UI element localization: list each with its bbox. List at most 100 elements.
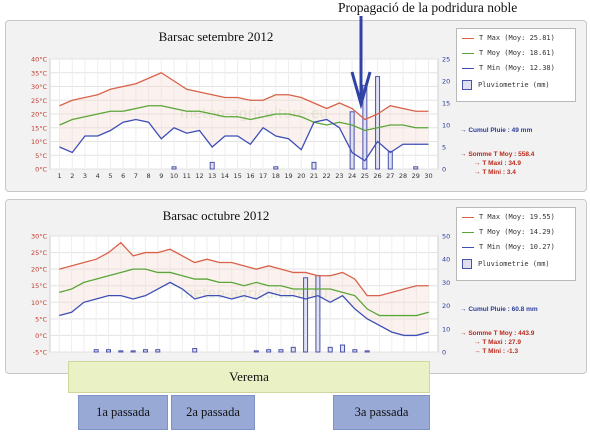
chart-legend: T Max (Moy: 25.81) T Moy (Moy: 18.61) T … — [456, 28, 576, 102]
x-tick-label: 24 — [348, 172, 356, 180]
x-tick-label: 17 — [259, 172, 267, 180]
watermark: meteo-agriculture.eu — [180, 106, 328, 122]
series-line-tmoy — [59, 105, 429, 132]
legend-label: Pluviometrie (mm) — [478, 260, 550, 268]
y-left-tick-label: -5°C — [33, 349, 48, 357]
legend-item-tmoy: T Moy (Moy: 18.61) — [462, 48, 555, 59]
y-left-tick-label: 10°C — [31, 138, 48, 146]
rain-bar — [106, 349, 112, 353]
x-tick-label: 19 — [284, 172, 292, 180]
legend-item-tmax: T Max (Moy: 19.55) — [462, 212, 555, 223]
y-left-tick-label: 10°C — [31, 299, 48, 307]
x-tick-label: 25 — [361, 172, 369, 180]
y-right-tick-label: 20 — [442, 78, 450, 86]
legend-swatch-tmax — [462, 216, 474, 218]
chart-legend: T Max (Moy: 19.55) T Moy (Moy: 14.29) T … — [456, 207, 576, 281]
verema-bar: Verema — [68, 361, 430, 393]
x-tick-label: 14 — [221, 172, 229, 180]
stat-tmini: → T Mini : 3.4 — [474, 169, 516, 176]
series-line-tmax — [59, 72, 429, 121]
y-left-tick-label: 0°C — [35, 332, 47, 340]
legend-label: T Max (Moy: 19.55) — [479, 213, 555, 221]
x-tick-label: 10 — [170, 172, 178, 180]
pass-3: 3a passada — [333, 395, 430, 430]
legend-swatch-rain — [462, 259, 472, 269]
rain-bar — [142, 349, 148, 353]
legend-item-rain: Pluviometrie (mm) — [462, 259, 550, 270]
series-line-tmin — [59, 118, 429, 162]
watermark: meteo-agriculture.eu — [180, 286, 328, 302]
rot-annotation: Propagació de la podridura noble — [338, 0, 518, 15]
legend-swatch-tmoy — [462, 231, 474, 233]
y-right-tick-label: 30 — [442, 279, 450, 287]
stat-tmaxi: → T Maxi : 27.9 — [474, 339, 521, 346]
stat-somme: → Somme T Moy : 443.9 — [460, 330, 535, 337]
rain-bar — [362, 84, 368, 170]
y-left-tick-label: 20°C — [31, 266, 48, 274]
x-tick-label: 9 — [159, 172, 163, 180]
rain-bar — [192, 348, 198, 353]
x-tick-label: 5 — [108, 172, 112, 180]
y-left-tick-label: 15°C — [31, 282, 48, 290]
rain-bar — [352, 349, 358, 353]
rain-bar — [315, 274, 321, 353]
stat-cumul-pluie: → Cumul Pluie : 60.8 mm — [460, 306, 538, 313]
x-tick-label: 27 — [386, 172, 394, 180]
x-tick-label: 6 — [121, 172, 125, 180]
rain-bar — [327, 346, 333, 353]
y-left-tick-label: 0°C — [35, 166, 47, 174]
rain-bar — [278, 349, 284, 353]
rain-bar — [130, 350, 136, 353]
y-right-tick-label: 0 — [442, 349, 446, 357]
rain-bar — [253, 350, 259, 353]
x-tick-label: 13 — [208, 172, 216, 180]
x-tick-label: 20 — [297, 172, 305, 180]
x-tick-label: 18 — [272, 172, 280, 180]
y-right-tick-label: 5 — [442, 144, 446, 152]
y-left-tick-label: 20°C — [31, 111, 48, 119]
rain-bar — [93, 349, 99, 353]
x-tick-label: 11 — [183, 172, 191, 180]
rain-bar — [413, 166, 419, 170]
rain-bar — [155, 349, 161, 353]
stat-text: T Maxi : 34.9 — [482, 160, 521, 167]
y-right-tick-label: 40 — [442, 256, 450, 264]
x-tick-label: 3 — [83, 172, 87, 180]
rain-bar — [171, 166, 177, 170]
temp-range-band — [59, 242, 429, 336]
legend-item-tmin: T Min (Moy: 10.27) — [462, 242, 555, 253]
y-right-tick-label: 50 — [442, 233, 450, 241]
stat-text: Somme T Moy : 443.9 — [468, 330, 535, 337]
legend-swatch-rain — [462, 80, 472, 90]
rain-bar — [364, 350, 370, 353]
legend-item-tmax: T Max (Moy: 25.81) — [462, 33, 555, 44]
rain-bar — [273, 166, 279, 170]
x-tick-label: 12 — [195, 172, 203, 180]
x-tick-label: 29 — [412, 172, 420, 180]
y-right-tick-label: 15 — [442, 100, 450, 108]
legend-label: T Min (Moy: 10.27) — [479, 243, 555, 251]
stat-text: Somme T Moy : 558.4 — [468, 151, 535, 158]
rain-bar — [209, 161, 215, 170]
y-left-tick-label: 25°C — [31, 249, 48, 257]
x-tick-label: 16 — [246, 172, 254, 180]
temp-range-band — [59, 72, 429, 161]
x-tick-label: 22 — [323, 172, 331, 180]
y-right-tick-label: 0 — [442, 166, 446, 174]
y-right-tick-label: 10 — [442, 325, 450, 333]
y-left-tick-label: 30°C — [31, 83, 48, 91]
rain-bar — [349, 111, 355, 170]
stat-text: Cumul Pluie : 49 mm — [468, 127, 533, 134]
stat-text: T Maxi : 27.9 — [482, 339, 521, 346]
rain-bar — [290, 346, 296, 353]
stat-cumul-pluie: → Cumul Pluie : 49 mm — [460, 127, 533, 134]
series-line-tmax — [59, 241, 429, 297]
rain-bar — [266, 349, 272, 353]
y-left-tick-label: 15°C — [31, 124, 48, 132]
x-tick-label: 15 — [233, 172, 241, 180]
stat-text: Cumul Pluie : 60.8 mm — [468, 306, 538, 313]
legend-swatch-tmin — [462, 246, 474, 248]
stat-tmini: → T Mini : -1.3 — [474, 348, 519, 355]
chart-panel-october: Barsac octubre 2012 30°C 25°C 20°C 15°C 10°C… — [5, 199, 587, 374]
y-left-tick-label: 30°C — [31, 233, 48, 241]
